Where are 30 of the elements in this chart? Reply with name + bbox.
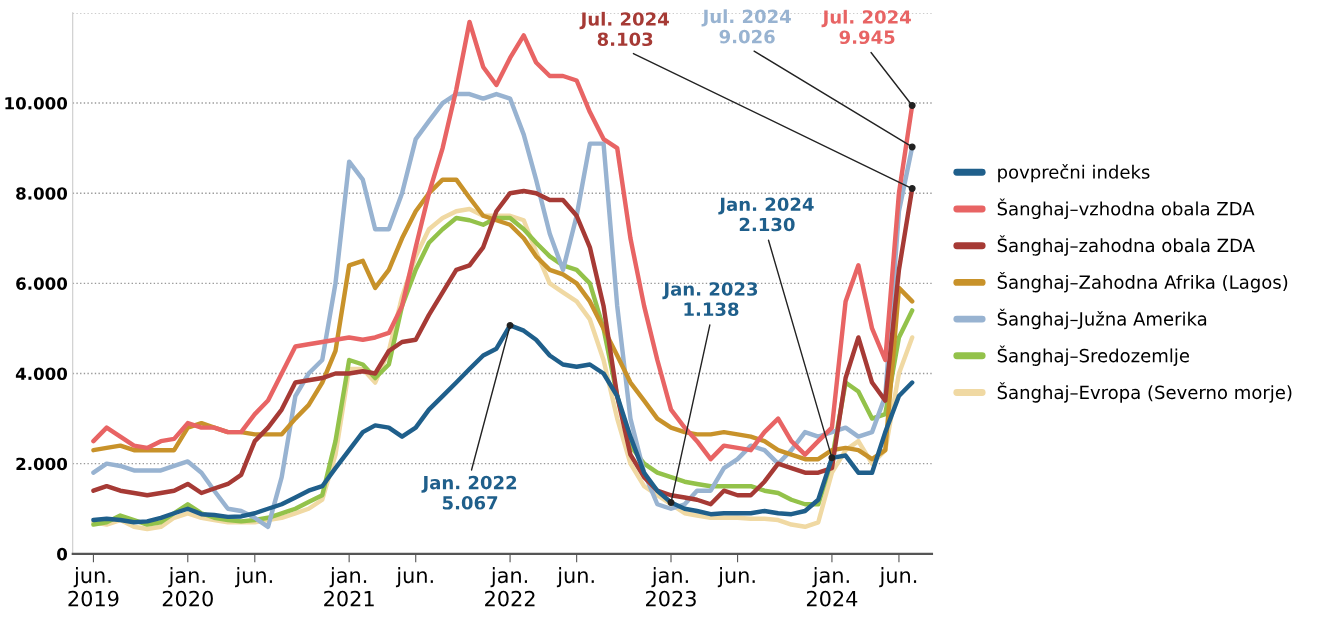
- annotation: Jan. 2022 5.067: [421, 475, 517, 510]
- y-tick-label: 4.000: [15, 367, 68, 381]
- y-tick-label: 10.000: [5, 97, 68, 110]
- x-tick-label: jun.: [235, 567, 272, 588]
- y-tick-label: 0: [57, 547, 68, 561]
- legend-label: Šanghaj–Zahodna Afrika (Lagos): [997, 271, 1288, 293]
- legend-label: Šanghaj–Sredozemlje: [997, 345, 1190, 366]
- annotation: Jan. 2024 2.130: [718, 197, 814, 232]
- annotation: Jan. 2023 1.138: [662, 282, 758, 317]
- y-tick-label: 6.000: [16, 277, 68, 290]
- x-tick-label: jan. 2022: [485, 567, 535, 607]
- x-tick-label: jun.: [395, 567, 433, 588]
- x-tick-label: jan. 2024: [806, 567, 858, 607]
- annotation: Jul. 2024 9.945: [821, 9, 911, 45]
- x-tick-label: jan. 2023: [646, 567, 696, 607]
- legend-label: Šanghaj–zahodna obala ZDA: [997, 235, 1255, 256]
- x-tick-label: jun.: [717, 567, 755, 588]
- x-tick-label: jun. 2019: [68, 567, 119, 607]
- x-tick-label: jan. 2021: [324, 567, 374, 607]
- x-tick-label: jun.: [879, 567, 917, 588]
- legend-label: Šanghaj–Južna Amerika: [997, 308, 1207, 330]
- y-tick-label: 2.000: [16, 457, 68, 471]
- legend-label: povprečni indeks: [998, 164, 1150, 183]
- annotation: Jul. 2024 8.103: [579, 11, 669, 47]
- annotation: Jul. 2024 9.026: [701, 9, 791, 44]
- legend-label: Šanghaj–vzhodna obala ZDA: [997, 198, 1255, 220]
- y-tick-label: 8.000: [16, 187, 68, 200]
- x-tick-label: jun.: [556, 567, 594, 588]
- x-tick-label: jan. 2020: [162, 567, 213, 607]
- legend-label: Šanghaj–Evropa (Severno morje): [997, 382, 1292, 403]
